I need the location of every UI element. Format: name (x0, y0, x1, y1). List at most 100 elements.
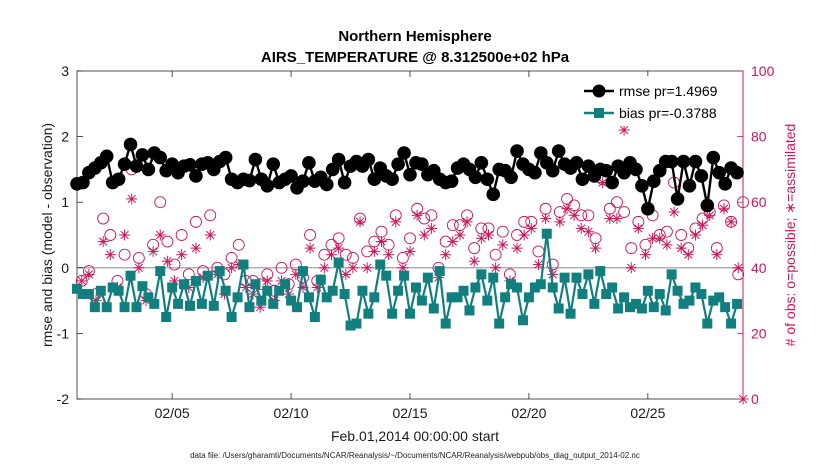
possible-obs-point (97, 212, 110, 225)
possible-obs-point (339, 248, 352, 261)
bias-point (613, 303, 624, 314)
bias-point (268, 298, 279, 309)
bias-point (256, 295, 267, 306)
rmse-point (260, 179, 275, 193)
assimilated-obs-point (732, 262, 744, 274)
bias-point (345, 320, 356, 331)
rmse-point (486, 187, 501, 202)
bias-point (440, 318, 451, 329)
bias-point (595, 266, 606, 277)
bias-point (101, 302, 112, 313)
bias-point (339, 289, 350, 300)
bias-point (309, 312, 320, 322)
rmse-point (551, 144, 566, 158)
assimilated-obs-point (625, 262, 637, 274)
rmse-point (111, 172, 126, 187)
possible-obs-point (175, 229, 188, 241)
bias-series (72, 228, 743, 331)
bias-point (541, 228, 552, 239)
bias-point (494, 318, 505, 329)
rmse-point (403, 167, 417, 182)
bias-point (464, 305, 475, 316)
rmse-point (76, 175, 90, 190)
legend-bias-marker (594, 108, 604, 118)
rmse-point (141, 162, 156, 177)
assimilated-obs-point (461, 216, 473, 228)
rmse-point (712, 165, 727, 180)
bias-point (369, 292, 380, 303)
bias-point (95, 285, 106, 296)
bias-point (547, 282, 558, 293)
bias-point (619, 292, 630, 303)
bias-point (405, 308, 415, 319)
bias-point (529, 282, 540, 293)
rmse-point (117, 157, 132, 171)
rmse-point (694, 169, 709, 183)
right-y-tick-label: 40 (751, 260, 767, 276)
bias-point (280, 279, 291, 290)
rmse-point (319, 177, 334, 192)
bias-point (327, 285, 338, 296)
bias-point (381, 270, 392, 281)
right-y-axis-ticks: 0 20 40 60 80 100 (737, 63, 775, 407)
assimilated-obs-point (675, 242, 687, 254)
bias-point (190, 275, 201, 286)
y-axis-ticks: -2 -1 0 1 2 3 (57, 63, 83, 407)
x-tick-label: 02/15 (392, 405, 427, 421)
rmse-point (337, 175, 352, 190)
assimilated-obs-point (490, 262, 502, 274)
bias-point (387, 308, 398, 319)
bias-point (119, 302, 130, 313)
possible-obs-point (418, 212, 431, 225)
bias-point (297, 266, 308, 277)
right-y-tick-label: 80 (751, 129, 767, 145)
assimilated-obs-point (482, 229, 494, 241)
assimilated-obs-point (575, 222, 587, 234)
assimilated-obs-point (126, 193, 138, 205)
possible-obs-point (625, 242, 638, 255)
possible-obs-point (425, 209, 438, 222)
x-tick-label: 02/25 (630, 405, 665, 421)
bias-point (708, 295, 719, 306)
rmse-series (70, 137, 744, 216)
bias-point (565, 308, 576, 319)
rmse-point (510, 144, 524, 158)
x-axis-label: Feb.01,2014 00:00:00 start (331, 428, 499, 444)
assimilated-obs-point (632, 222, 644, 234)
assimilated-obs-point (697, 219, 709, 231)
bias-point (393, 285, 404, 296)
right-y-tick-label: 20 (751, 325, 767, 341)
possible-obs-point (446, 219, 459, 232)
bias-point (672, 285, 683, 296)
assimilated-obs-point (582, 226, 594, 238)
rmse-point (605, 175, 619, 190)
bias-point (184, 300, 195, 311)
bias-point (143, 292, 154, 303)
rmse-point (123, 137, 138, 152)
rmse-point (385, 172, 399, 187)
y-tick-label: 3 (61, 63, 69, 79)
x-tick-label: 02/05 (155, 405, 190, 421)
x-axis-ticks: 02/05 02/10 02/15 02/20 02/25 (155, 71, 666, 421)
possible-obs-point (161, 235, 174, 248)
rmse-point (700, 198, 715, 213)
legend-rmse-marker (592, 84, 606, 98)
possible-obs-point (737, 196, 749, 209)
rmse-point (99, 149, 114, 164)
assimilated-obs-point (390, 216, 402, 228)
rmse-point (569, 156, 584, 170)
chart-title: Northern Hemisphere (338, 28, 491, 45)
bias-point (648, 302, 659, 313)
assimilated-obs-point (725, 216, 737, 228)
assimilated-obs-point (404, 245, 416, 257)
rmse-point (581, 159, 596, 173)
bias-point (690, 282, 701, 293)
rmse-point (599, 163, 614, 178)
bias-point (523, 292, 534, 303)
bias-point (696, 289, 707, 300)
bias-point (488, 272, 499, 283)
bias-point (113, 285, 124, 296)
bias-point (732, 298, 743, 309)
assimilated-obs-point (190, 242, 202, 254)
bias-point (726, 318, 737, 329)
